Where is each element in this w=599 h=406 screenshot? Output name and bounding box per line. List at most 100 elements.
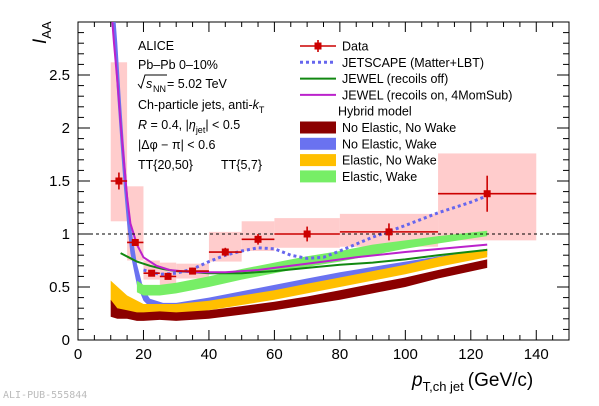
data-marker-3 xyxy=(164,272,172,280)
line-jewel-recoils-off xyxy=(120,248,488,275)
data-point-3 xyxy=(159,272,177,280)
x-tick-label-2: 40 xyxy=(201,346,218,363)
data-marker-8 xyxy=(385,228,393,236)
data-point-1 xyxy=(127,238,144,246)
x-tick-label-7: 140 xyxy=(524,346,549,363)
data-marker-6 xyxy=(254,235,262,243)
y-tick-label-2: 1 xyxy=(62,226,70,243)
x-tick-label-3: 60 xyxy=(266,346,283,363)
x-tick-label-4: 80 xyxy=(332,346,349,363)
legend-label-0: Data xyxy=(342,40,368,54)
data-point-0 xyxy=(110,172,128,190)
y-tick-label-1: 0.5 xyxy=(49,279,70,296)
ann-energy: s NN = 5.02 TeV xyxy=(137,74,228,94)
y-tick-label-3: 1.5 xyxy=(49,173,70,190)
legend-label-4: Hybrid model xyxy=(338,105,412,119)
ann-radius-r: R xyxy=(138,118,147,132)
data-marker-0 xyxy=(115,177,123,185)
data-point-8 xyxy=(339,223,439,241)
legend-label-3: JEWEL (recoils on, 4MomSub) xyxy=(342,88,512,102)
data-point-7 xyxy=(274,226,340,242)
x-axis-title-sub: T,ch jet xyxy=(423,379,465,394)
ann-experiment: ALICE xyxy=(138,39,174,53)
ann-radius-eta: η xyxy=(189,118,196,132)
y-axis-title-main: I xyxy=(30,38,51,44)
legend-label-8: Elastic, Wake xyxy=(342,170,417,184)
x-axis-title-unit: (GeV/c) xyxy=(468,370,533,391)
ann-jets-k: k xyxy=(253,98,260,112)
band-no-elastic-no-wake xyxy=(110,259,488,321)
x-tick-label-5: 100 xyxy=(393,346,418,363)
data-marker-9 xyxy=(483,190,491,198)
line-jewel-recoils-on xyxy=(111,22,488,274)
legend-swatch-marker xyxy=(314,42,322,50)
legend-entry-5: No Elastic, No Wake xyxy=(300,121,456,135)
data-point-4 xyxy=(176,267,209,275)
x-tick-label-6: 120 xyxy=(458,346,483,363)
data-point-2 xyxy=(143,269,160,277)
axes: 0 20 40 60 80 100 120 140 0 0.5 1 1.5 2 2.5 xyxy=(49,22,569,363)
svg-text:IAA: IAA xyxy=(30,21,54,44)
legend-label-1: JETSCAPE (Matter+LBT) xyxy=(342,56,484,70)
legend-entry-3: JEWEL (recoils on, 4MomSub) xyxy=(300,88,512,102)
model-curves xyxy=(111,22,488,276)
x-tick-label-0: 0 xyxy=(74,346,82,363)
sqrt-symbol xyxy=(137,74,167,90)
annotation-block: ALICE Pb–Pb 0–10% s NN = 5.02 TeV Ch-par… xyxy=(137,39,265,172)
data-marker-1 xyxy=(131,238,139,246)
ann-energy-sym: s xyxy=(146,77,152,91)
legend-entry-1: JETSCAPE (Matter+LBT) xyxy=(300,56,484,70)
legend-label-6: No Elastic, Wake xyxy=(342,137,437,151)
ann-radius-mid: = 0.4, | xyxy=(147,118,189,132)
ann-dphi-bar: | xyxy=(138,138,141,152)
legend-entry-8: Elastic, Wake xyxy=(300,170,417,184)
ann-energy-sub: NN xyxy=(153,84,166,94)
ann-jets-pre: Ch-particle jets, anti- xyxy=(138,98,253,112)
legend-swatch-band xyxy=(300,154,336,167)
publication-id: ALI-PUB-555844 xyxy=(3,390,88,401)
data-marker-7 xyxy=(303,230,311,238)
svg-text:|Δφ − π| < 0.6: |Δφ − π| < 0.6 xyxy=(138,138,215,152)
legend-label-2: JEWEL (recoils off) xyxy=(342,72,448,86)
legend-swatch-band xyxy=(300,121,336,134)
legend-swatch-band xyxy=(300,137,336,150)
band-elastic-no-wake xyxy=(110,248,488,317)
data-marker-4 xyxy=(189,267,197,275)
ann-system: Pb–Pb 0–10% xyxy=(138,58,218,72)
data-point-5 xyxy=(208,247,242,257)
legend-swatch-band xyxy=(300,170,336,183)
y-tick-label-0: 0 xyxy=(62,332,70,349)
ann-radius-post: | < 0.5 xyxy=(205,118,240,132)
legend: Data JETSCAPE (Matter+LBT) JEWEL (recoils … xyxy=(300,40,512,184)
y-tick-label-4: 2 xyxy=(62,120,70,137)
legend-entry-4: Hybrid model xyxy=(338,105,412,119)
legend-label-7: Elastic, No Wake xyxy=(342,154,437,168)
x-axis-title: pT,ch jet (GeV/c) xyxy=(411,370,533,394)
ann-jets: Ch-particle jets, anti-kT xyxy=(138,98,265,115)
legend-entry-6: No Elastic, Wake xyxy=(300,137,437,151)
data-point-6 xyxy=(241,234,275,245)
legend-entry-7: Elastic, No Wake xyxy=(300,154,437,168)
y-axis-title-sub: AA xyxy=(39,21,54,39)
legend-entry-2: JEWEL (recoils off) xyxy=(300,72,448,86)
ann-jets-ksub: T xyxy=(259,105,265,115)
ann-radius: R = 0.4, |ηjet| < 0.5 xyxy=(138,118,240,135)
y-tick-label-5: 2.5 xyxy=(49,67,70,84)
legend-label-5: No Elastic, No Wake xyxy=(342,121,456,135)
line-jetscape xyxy=(143,194,488,276)
legend-entry-0: Data xyxy=(300,40,368,54)
ann-dphi: Δφ − π| < 0.6 xyxy=(141,138,215,152)
svg-text:pT,ch jet(GeV/c): pT,ch jet (GeV/c) xyxy=(411,370,533,394)
x-axis-title-main: p xyxy=(411,370,423,391)
data-points xyxy=(110,172,537,280)
svg-text:R = 0.4, |ηjet| < 0.5: R = 0.4, |ηjet| < 0.5 xyxy=(138,118,240,135)
data-sys-box-5 xyxy=(208,231,242,262)
ann-energy-val: = 5.02 TeV xyxy=(167,77,228,91)
ann-radius-etasub: jet xyxy=(195,125,206,135)
data-marker-5 xyxy=(221,248,229,256)
y-axis-title: IAA xyxy=(30,21,54,44)
data-marker-2 xyxy=(148,269,156,277)
svg-text:Ch-particle jets, anti-kT: Ch-particle jets, anti-kT xyxy=(138,98,265,115)
x-tick-label-1: 20 xyxy=(135,346,152,363)
